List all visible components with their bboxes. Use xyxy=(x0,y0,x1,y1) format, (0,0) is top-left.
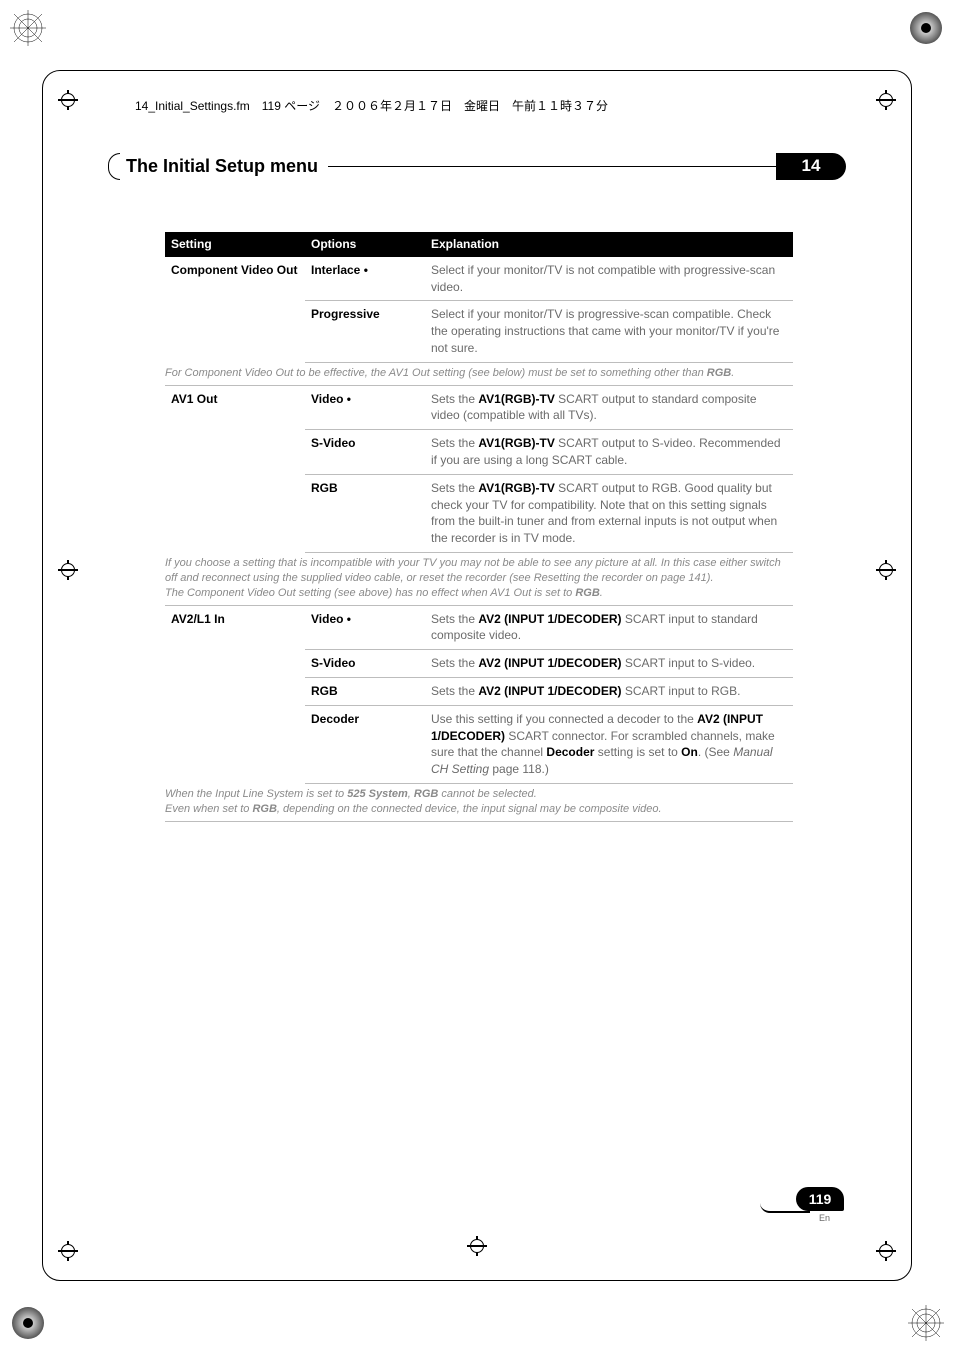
chapter-title-bar: The Initial Setup menu 14 xyxy=(108,150,846,182)
col-header-options: Options xyxy=(305,232,425,257)
setting-name: AV2/L1 In xyxy=(165,606,305,784)
col-header-explanation: Explanation xyxy=(425,232,793,257)
option-name: Decoder xyxy=(305,705,425,783)
note-text: . xyxy=(600,587,603,599)
option-name: Video • xyxy=(305,386,425,430)
note-bold: RGB xyxy=(707,367,731,379)
option-name: Progressive xyxy=(305,301,425,362)
option-explanation: Sets the AV1(RGB)-TV SCART output to S-v… xyxy=(425,430,793,475)
page-number-badge: 119 En xyxy=(754,1187,844,1219)
table-row: AV2/L1 In Video • Sets the AV2 (INPUT 1/… xyxy=(165,606,793,650)
setting-name: AV1 Out xyxy=(165,386,305,553)
option-name: Video • xyxy=(305,606,425,650)
chapter-number-badge: 14 xyxy=(776,153,846,180)
option-name: RGB xyxy=(305,677,425,705)
option-name: S-Video xyxy=(305,650,425,678)
table-note: If you choose a setting that is incompat… xyxy=(165,553,793,606)
option-explanation: Select if your monitor/TV is progressive… xyxy=(425,301,793,362)
note-text: . xyxy=(731,367,734,379)
col-header-setting: Setting xyxy=(165,232,305,257)
option-explanation: Sets the AV2 (INPUT 1/DECODER) SCART inp… xyxy=(425,650,793,678)
page-title: The Initial Setup menu xyxy=(126,156,328,177)
option-explanation: Sets the AV2 (INPUT 1/DECODER) SCART inp… xyxy=(425,606,793,650)
table-note: When the Input Line System is set to 525… xyxy=(165,784,793,822)
table-header-row: Setting Options Explanation xyxy=(165,232,793,257)
option-explanation: Select if your monitor/TV is not compati… xyxy=(425,257,793,301)
file-header-text: 14_Initial_Settings.fm 119 ページ ２００６年２月１７… xyxy=(135,97,608,114)
corner-deco-tl xyxy=(8,8,48,48)
settings-table: AV2/L1 In Video • Sets the AV2 (INPUT 1/… xyxy=(165,606,793,784)
table-row: AV1 Out Video • Sets the AV1(RGB)-TV SCA… xyxy=(165,386,793,430)
note-text: The Component Video Out setting (see abo… xyxy=(165,587,575,599)
corner-deco-bl xyxy=(8,1303,48,1343)
option-explanation: Sets the AV1(RGB)-TV SCART output to sta… xyxy=(425,386,793,430)
corner-deco-tr xyxy=(906,8,946,48)
option-name: Interlace • xyxy=(305,257,425,301)
title-lead-decoration xyxy=(108,153,120,180)
page-number: 119 xyxy=(796,1187,844,1211)
note-text: If you choose a setting that is incompat… xyxy=(165,557,781,584)
option-explanation: Use this setting if you connected a deco… xyxy=(425,705,793,783)
settings-table: Setting Options Explanation Component Vi… xyxy=(165,232,793,363)
title-rule xyxy=(328,166,776,167)
option-explanation: Sets the AV2 (INPUT 1/DECODER) SCART inp… xyxy=(425,677,793,705)
option-name: S-Video xyxy=(305,430,425,475)
content-area: Setting Options Explanation Component Vi… xyxy=(165,232,793,822)
corner-deco-br xyxy=(906,1303,946,1343)
option-explanation: Sets the AV1(RGB)-TV SCART output to RGB… xyxy=(425,474,793,552)
table-row: Component Video Out Interlace • Select i… xyxy=(165,257,793,301)
settings-table: AV1 Out Video • Sets the AV1(RGB)-TV SCA… xyxy=(165,386,793,553)
option-name: RGB xyxy=(305,474,425,552)
page-lang: En xyxy=(819,1213,830,1223)
table-note: For Component Video Out to be effective,… xyxy=(165,363,793,386)
note-bold: RGB xyxy=(575,587,599,599)
setting-name: Component Video Out xyxy=(165,257,305,362)
note-text: For Component Video Out to be effective,… xyxy=(165,367,707,379)
